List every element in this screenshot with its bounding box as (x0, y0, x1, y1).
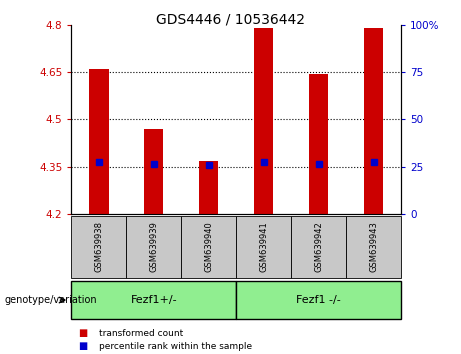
Text: ■: ■ (78, 341, 88, 351)
Text: Fezf1+/-: Fezf1+/- (130, 295, 177, 305)
Bar (254, 28, 273, 214)
Text: GDS4446 / 10536442: GDS4446 / 10536442 (156, 12, 305, 27)
Text: GSM639939: GSM639939 (149, 222, 159, 272)
Bar (309, 74, 328, 214)
Text: GSM639941: GSM639941 (259, 222, 268, 272)
Text: ■: ■ (78, 329, 88, 338)
Text: genotype/variation: genotype/variation (5, 295, 97, 305)
Bar (364, 28, 383, 214)
Text: Fezf1 -/-: Fezf1 -/- (296, 295, 341, 305)
Text: GSM639938: GSM639938 (95, 221, 103, 273)
Text: GSM639940: GSM639940 (204, 222, 213, 272)
Text: transformed count: transformed count (99, 329, 183, 338)
Text: GSM639942: GSM639942 (314, 222, 323, 272)
Text: percentile rank within the sample: percentile rank within the sample (99, 342, 252, 351)
Bar (89, 69, 108, 214)
Bar (144, 129, 164, 214)
Bar (199, 160, 219, 214)
Text: GSM639943: GSM639943 (369, 222, 378, 272)
